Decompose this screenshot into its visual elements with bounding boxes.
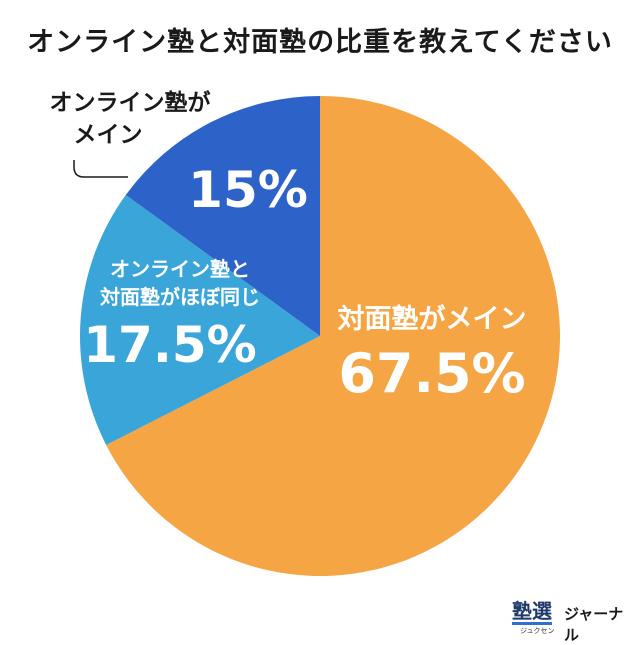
online-callout-line bbox=[73, 160, 128, 178]
slice-value-online: 15% bbox=[188, 161, 308, 219]
logo-main-text: 塾選 bbox=[512, 599, 552, 625]
logo-tail-text: ジャーナル bbox=[564, 605, 624, 644]
slice-label-face-to-face: 対面塾がメイン bbox=[338, 303, 527, 335]
logo-sub-text: ジュクセン bbox=[520, 627, 555, 635]
slice-label-online: オンライン塾が bbox=[50, 89, 211, 116]
slice-label-balanced: オンライン塾と bbox=[110, 257, 250, 281]
pie-slice-balanced bbox=[79, 194, 321, 445]
pie-slice-face-to-face bbox=[106, 96, 560, 576]
site-logo: 塾選 ジュクセン ジャーナル bbox=[512, 599, 632, 644]
slice-label2-balanced: 対面塾がほぼ同じ bbox=[99, 285, 260, 309]
slice-value-balanced: 17.5% bbox=[83, 316, 256, 374]
slice-label2-online: メイン bbox=[74, 122, 143, 148]
chart-title: オンライン塾と対面塾の比重を教えてください bbox=[27, 27, 613, 58]
slice-value-face-to-face: 67.5% bbox=[338, 342, 525, 405]
pie-slice-online bbox=[125, 96, 320, 336]
